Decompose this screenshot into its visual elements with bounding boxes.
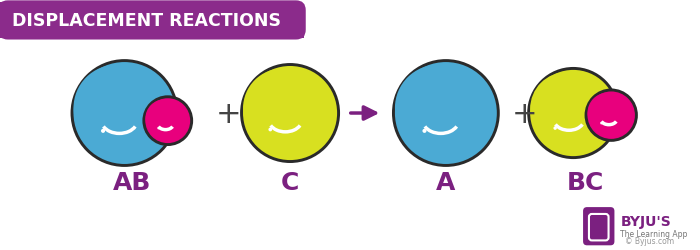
Circle shape: [554, 127, 557, 130]
Circle shape: [395, 65, 482, 152]
Circle shape: [74, 65, 160, 152]
Text: C: C: [281, 170, 300, 194]
Bar: [0, 29, 304, 38]
Circle shape: [527, 68, 620, 160]
Circle shape: [587, 93, 628, 134]
FancyBboxPatch shape: [583, 207, 615, 245]
Bar: [0, 3, 20, 38]
Circle shape: [74, 63, 176, 164]
Circle shape: [395, 63, 497, 164]
Circle shape: [530, 73, 603, 146]
Text: The Learning App: The Learning App: [620, 229, 687, 238]
Circle shape: [240, 64, 340, 163]
FancyBboxPatch shape: [589, 214, 608, 240]
Circle shape: [530, 70, 617, 156]
Text: BC: BC: [566, 170, 603, 194]
Circle shape: [158, 128, 159, 130]
Text: +: +: [216, 99, 241, 128]
Circle shape: [243, 69, 323, 149]
Text: DISPLACEMENT REACTIONS: DISPLACEMENT REACTIONS: [12, 12, 281, 30]
Circle shape: [146, 99, 190, 144]
Circle shape: [601, 123, 602, 125]
Text: © Byjus.com: © Byjus.com: [625, 236, 674, 245]
FancyBboxPatch shape: [0, 1, 306, 40]
Circle shape: [268, 128, 272, 132]
Circle shape: [146, 100, 183, 138]
Circle shape: [71, 60, 178, 167]
Circle shape: [101, 129, 105, 133]
Text: +: +: [512, 99, 537, 128]
Circle shape: [142, 96, 193, 146]
Circle shape: [587, 92, 635, 139]
Circle shape: [392, 60, 500, 167]
Text: A: A: [436, 170, 456, 194]
Text: BYJU'S: BYJU'S: [620, 214, 671, 228]
Circle shape: [243, 67, 337, 160]
Text: AB: AB: [113, 170, 151, 194]
Circle shape: [584, 89, 638, 142]
Circle shape: [422, 129, 426, 133]
